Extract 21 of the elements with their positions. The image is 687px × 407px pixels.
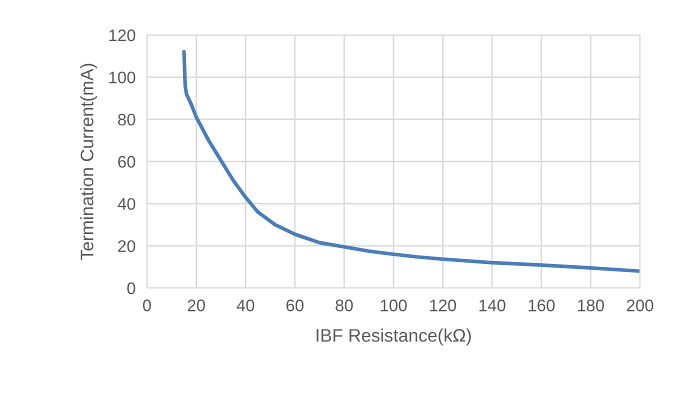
- y-tick-label: 100: [109, 72, 136, 84]
- y-tick-label: 20: [118, 240, 136, 252]
- x-tick-label: 120: [430, 300, 456, 312]
- y-axis-title: Termination Current(mA): [80, 64, 97, 260]
- y-tick-label: 60: [118, 156, 136, 168]
- x-tick-label: 80: [336, 300, 353, 312]
- y-tick-label: 120: [109, 29, 136, 42]
- y-tick-label: 80: [118, 114, 136, 126]
- x-axis-title: IBF Resistance(kΩ): [316, 328, 471, 346]
- x-tick-label: 200: [626, 300, 654, 312]
- x-tick-label: 140: [479, 300, 506, 312]
- y-tick-label: 40: [118, 198, 136, 210]
- x-tick-label: 160: [528, 300, 555, 312]
- x-tick-label: 20: [188, 300, 205, 312]
- x-tick-label: 40: [236, 300, 254, 312]
- x-tick-label: 60: [286, 300, 304, 312]
- x-tick-label: 0: [143, 300, 151, 312]
- y-tick-label: 0: [127, 282, 136, 294]
- line-series: [182, 50, 640, 273]
- x-tick-label: 180: [578, 300, 604, 312]
- x-tick-label: 100: [380, 300, 407, 312]
